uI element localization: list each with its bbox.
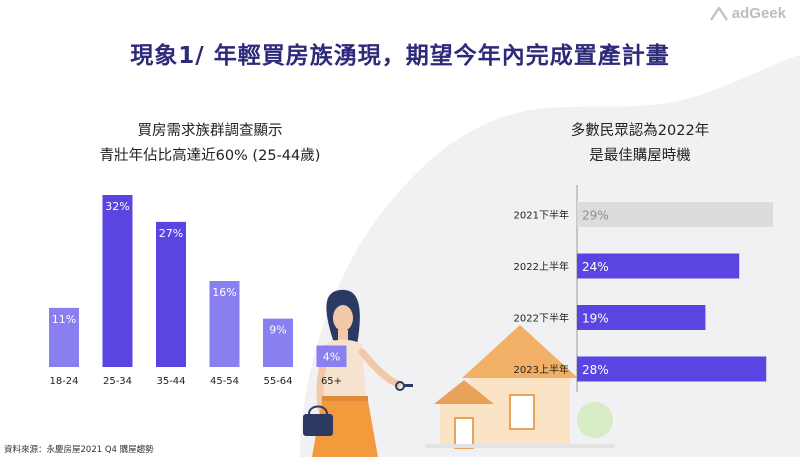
- age-bar-25-34: [102, 195, 133, 367]
- time-bar-label: 24%: [582, 260, 609, 274]
- right-chart-subtitle: 多數民眾認為2022年 是最佳購屋時機: [540, 119, 740, 169]
- adgeek-logo-text: adGeek: [731, 5, 786, 22]
- source-note: 資料來源：永慶房屋2021 Q4 購屋趨勢: [4, 445, 154, 455]
- time-bar-2021下半年: [577, 202, 773, 227]
- age-category-label: 55-64: [263, 376, 292, 387]
- age-bar-label: 9%: [269, 324, 286, 337]
- age-bar-label: 32%: [105, 200, 129, 213]
- age-bar-45-54: [209, 281, 240, 367]
- time-bar-2022上半年: [577, 253, 740, 279]
- age-bar-label: 4%: [323, 351, 340, 364]
- age-bar-18-24: [49, 307, 79, 367]
- right-subtitle-line2: 是最佳購屋時機: [589, 148, 691, 164]
- age-bar-label: 16%: [212, 286, 236, 299]
- slide-title: 現象1/ 年輕買房族湧現，期望今年內完成置產計畫: [130, 43, 670, 69]
- age-category-label: 45-54: [210, 376, 239, 387]
- time-category-label: 2022上半年: [514, 260, 569, 273]
- time-bar-label: 19%: [582, 312, 609, 326]
- age-category-label: 65+: [321, 376, 342, 387]
- time-bar-2022下半年: [577, 305, 706, 330]
- time-category-label: 2021下半年: [514, 209, 569, 222]
- time-bar-label: 28%: [582, 363, 609, 377]
- age-category-label: 18-24: [49, 376, 78, 387]
- left-chart-subtitle: 買房需求族群調查顯示 青壯年佔比高達近60% (25-44歲): [60, 119, 360, 169]
- age-category-label: 25-34: [103, 376, 132, 387]
- house-illustration: [425, 325, 615, 449]
- time-category-label: 2022下半年: [514, 312, 569, 325]
- age-bar-label: 11%: [52, 313, 76, 326]
- left-subtitle-line2: 青壯年佔比高達近60% (25-44歲): [99, 148, 321, 164]
- age-category-label: 35-44: [156, 376, 185, 387]
- age-bar-35-44: [156, 221, 186, 367]
- adgeek-logo-icon: [709, 6, 728, 21]
- right-subtitle-line1: 多數民眾認為2022年: [570, 123, 710, 139]
- age-bar-55-64: [263, 318, 293, 367]
- adgeek-logo: adGeek: [709, 5, 786, 22]
- time-bar-label: 29%: [582, 209, 609, 223]
- time-bar-2023上半年: [577, 356, 767, 382]
- age-bar-65+: [316, 345, 347, 367]
- time-category-label: 2023上半年: [514, 363, 569, 376]
- age-bar-label: 27%: [159, 227, 183, 240]
- left-subtitle-line1: 買房需求族群調查顯示: [137, 123, 283, 139]
